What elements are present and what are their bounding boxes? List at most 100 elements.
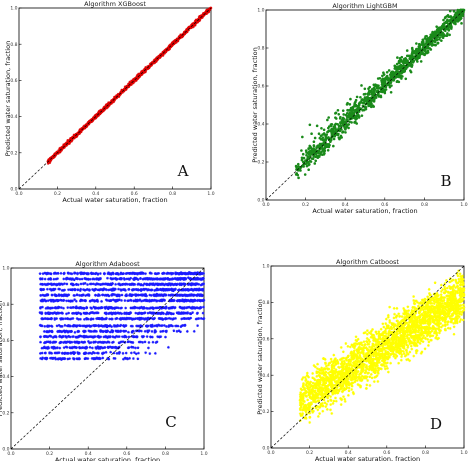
data-point	[44, 293, 47, 297]
data-point	[79, 129, 83, 133]
data-point	[106, 346, 110, 349]
data-point	[112, 100, 115, 104]
data-point	[65, 299, 68, 303]
data-point	[194, 21, 198, 25]
data-point	[139, 272, 142, 275]
data-point	[57, 149, 61, 153]
data-point	[123, 324, 126, 328]
data-point	[327, 116, 330, 119]
data-point	[183, 323, 187, 327]
data-point	[193, 23, 197, 27]
y-axis-label: Predicted water saturation, fraction	[4, 41, 12, 156]
data-point	[334, 111, 338, 115]
data-point	[439, 28, 443, 31]
data-point	[313, 136, 317, 140]
data-point	[415, 42, 418, 45]
data-point	[72, 305, 76, 309]
data-point	[90, 357, 94, 360]
data-point	[308, 123, 312, 127]
data-point	[150, 335, 154, 339]
data-point	[117, 287, 120, 291]
data-point	[434, 43, 437, 47]
data-point	[54, 152, 58, 156]
data-point	[130, 330, 134, 333]
data-point	[436, 29, 439, 33]
data-point	[127, 293, 131, 297]
data-point	[201, 311, 205, 315]
data-point	[148, 64, 152, 68]
data-point	[129, 340, 133, 344]
data-point	[325, 143, 329, 146]
data-point	[84, 324, 88, 328]
data-point	[189, 316, 193, 320]
data-point	[326, 145, 329, 149]
data-point	[43, 299, 47, 302]
data-point	[98, 110, 102, 114]
data-point	[52, 277, 56, 281]
data-point	[50, 283, 54, 287]
data-point	[181, 277, 185, 281]
data-point	[84, 345, 88, 349]
data-point	[397, 60, 401, 63]
data-point	[118, 317, 122, 321]
data-point	[103, 324, 107, 328]
chart-panel-c: 0.0 0.2 0.4 0.6 0.8 1.00.00.20.40.60.81.0Algo…	[0, 260, 208, 461]
data-point	[58, 150, 62, 154]
data-point	[459, 15, 462, 19]
data-point	[344, 131, 347, 134]
data-point	[195, 306, 199, 309]
data-point	[130, 345, 133, 349]
data-point	[185, 329, 189, 333]
data-point	[133, 76, 137, 80]
data-point	[98, 357, 102, 361]
data-point	[129, 276, 133, 280]
data-point	[393, 67, 397, 70]
data-point	[95, 113, 99, 117]
data-point	[321, 142, 324, 145]
data-point	[146, 324, 149, 328]
panel-letter: C	[165, 413, 176, 431]
data-point	[430, 43, 434, 47]
data-point	[341, 109, 345, 112]
data-point	[153, 316, 157, 320]
data-point	[379, 95, 383, 99]
data-point	[197, 277, 200, 281]
data-point	[118, 312, 121, 315]
data-point	[45, 287, 49, 291]
data-point	[404, 77, 408, 81]
data-point	[146, 277, 150, 281]
data-point	[447, 29, 451, 32]
data-point	[386, 78, 390, 82]
data-point	[452, 20, 456, 24]
data-point	[198, 293, 202, 297]
data-point	[135, 335, 139, 339]
data-point	[349, 97, 352, 101]
data-point	[97, 113, 100, 117]
data-point	[460, 22, 463, 25]
data-point	[178, 299, 182, 303]
data-point	[363, 96, 367, 99]
data-point	[132, 288, 135, 292]
data-point	[127, 340, 130, 343]
data-point	[135, 75, 139, 78]
data-point	[60, 324, 64, 328]
data-point	[145, 335, 149, 339]
data-point	[94, 116, 98, 120]
data-point	[339, 124, 343, 128]
data-point	[312, 144, 316, 147]
data-point	[313, 162, 317, 165]
data-point	[355, 122, 359, 125]
data-point	[341, 121, 344, 125]
data-point	[390, 70, 394, 74]
data-point	[96, 306, 100, 310]
data-point	[306, 151, 310, 155]
data-point	[134, 352, 138, 356]
data-point	[407, 54, 411, 58]
data-point	[71, 282, 75, 286]
data-point	[197, 15, 201, 18]
data-point	[85, 123, 89, 127]
data-point	[105, 305, 108, 309]
data-point	[72, 357, 76, 361]
data-point	[129, 283, 133, 286]
data-point	[446, 18, 449, 22]
